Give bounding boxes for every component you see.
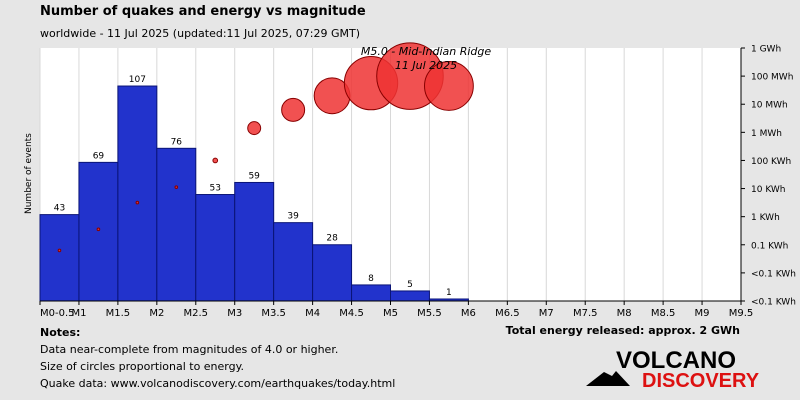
x-tick-label: M6	[461, 308, 476, 319]
bar	[234, 181, 275, 302]
bar-label: 69	[93, 151, 105, 161]
energy-tick-label: 100 MWh	[751, 73, 793, 83]
energy-axis-ticks: <0.1 KWh <0.1 KWh 0.1 KWh 1 KWh 10 KWh 100 KW…	[741, 45, 796, 308]
x-tick-label: M9	[695, 308, 710, 319]
bar	[351, 284, 391, 302]
energy-circle	[174, 185, 179, 189]
bar-label: 1	[446, 288, 452, 298]
notes-line: Data near-complete from magnitudes of 4.…	[40, 343, 339, 356]
bar-label: 53	[210, 184, 221, 194]
annotation: M5.0 - Mid-Indian Ridge 11 Jul 2025	[361, 45, 492, 72]
logo-top: VOLCANO	[616, 347, 736, 374]
bar	[273, 222, 314, 302]
energy-tick-label: 1 MWh	[751, 129, 782, 139]
bar	[312, 244, 353, 302]
x-tick-label: M2	[149, 308, 164, 319]
energy-tick-label: 10 KWh	[751, 185, 786, 195]
x-tick-label: M1	[71, 308, 86, 319]
energy-circle	[424, 61, 474, 111]
bar-label: 8	[368, 274, 374, 284]
energy-tick-label: 10 MWh	[751, 101, 788, 111]
energy-circle	[281, 97, 306, 122]
bar-label: 76	[171, 137, 183, 147]
x-tick-label: M5.5	[417, 308, 442, 319]
x-tick-label: M4	[305, 308, 320, 319]
chart-title: Number of quakes and energy vs magnitude	[40, 4, 366, 19]
volcanodiscovery-logo: VOLCANO DISCOVERY	[586, 347, 760, 392]
energy-tick-label: <0.1 KWh	[751, 298, 796, 308]
bar-labels: 43 69 107 76 53 59 39 28 8 5 1	[54, 75, 452, 298]
bar-label: 59	[248, 171, 260, 181]
logo-bottom: DISCOVERY	[642, 370, 760, 392]
bar-label: 107	[129, 75, 146, 85]
x-tick-label: M9.5	[729, 308, 754, 319]
notes: Notes: Data near-complete from magnitude…	[40, 324, 395, 392]
notes-heading: Notes:	[40, 326, 81, 339]
energy-tick-label: 100 KWh	[751, 157, 791, 167]
x-tick-label: M8.5	[651, 308, 676, 319]
bars	[39, 85, 469, 302]
bar	[78, 161, 119, 302]
x-tick-label: M7	[539, 308, 554, 319]
bar	[195, 194, 236, 302]
annotation-line1: M5.0 - Mid-Indian Ridge	[361, 45, 492, 58]
energy-circles	[57, 42, 474, 253]
annotation-line2: 11 Jul 2025	[395, 59, 457, 72]
chart-subtitle: worldwide - 11 Jul 2025 (updated:11 Jul …	[40, 27, 361, 40]
energy-tick-label: <0.1 KWh	[751, 269, 796, 279]
energy-tick-label: 1 KWh	[751, 213, 780, 223]
bar-label: 43	[54, 204, 65, 214]
y-axis-label: Number of events	[24, 133, 34, 214]
x-tick-label: M6.5	[495, 308, 520, 319]
energy-circle	[96, 227, 101, 232]
x-tick-label: M1.5	[106, 308, 131, 319]
x-tick-label: M2.5	[184, 308, 209, 319]
x-ticks: M0-0.5M1 M1.5 M2 M2.5 M3 M3.5 M4 M4.5 M5 M5.5 M6 M6…	[39, 301, 754, 319]
volcano-icon	[586, 371, 630, 386]
energy-circle	[135, 200, 140, 205]
x-tick-label: M3.5	[261, 308, 286, 319]
bar-label: 5	[407, 280, 413, 290]
bar-label: 28	[326, 234, 338, 244]
x-tick-label: M4.5	[339, 308, 364, 319]
bar	[117, 85, 158, 302]
notes-line: Quake data: www.volcanodiscovery.com/ear…	[40, 377, 396, 390]
energy-tick-label: 1 GWh	[751, 45, 781, 55]
x-tick-label: M8	[617, 308, 632, 319]
energy-tick-label: 0.1 KWh	[751, 241, 788, 251]
notes-line: Size of circles proportional to energy.	[40, 360, 245, 373]
total-energy: Total energy released: approx. 2 GWh	[505, 324, 740, 337]
x-tick-label: M3	[227, 308, 242, 319]
energy-circle	[57, 248, 62, 253]
x-tick-label: M7.5	[573, 308, 598, 319]
energy-circle	[212, 157, 219, 164]
bar	[156, 147, 197, 302]
bar	[390, 290, 430, 302]
bar	[39, 214, 80, 302]
x-tick-label: M5	[383, 308, 398, 319]
x-tick-label: M0-0.5	[40, 308, 75, 319]
energy-circle	[247, 121, 262, 136]
bar-label: 39	[287, 212, 299, 222]
